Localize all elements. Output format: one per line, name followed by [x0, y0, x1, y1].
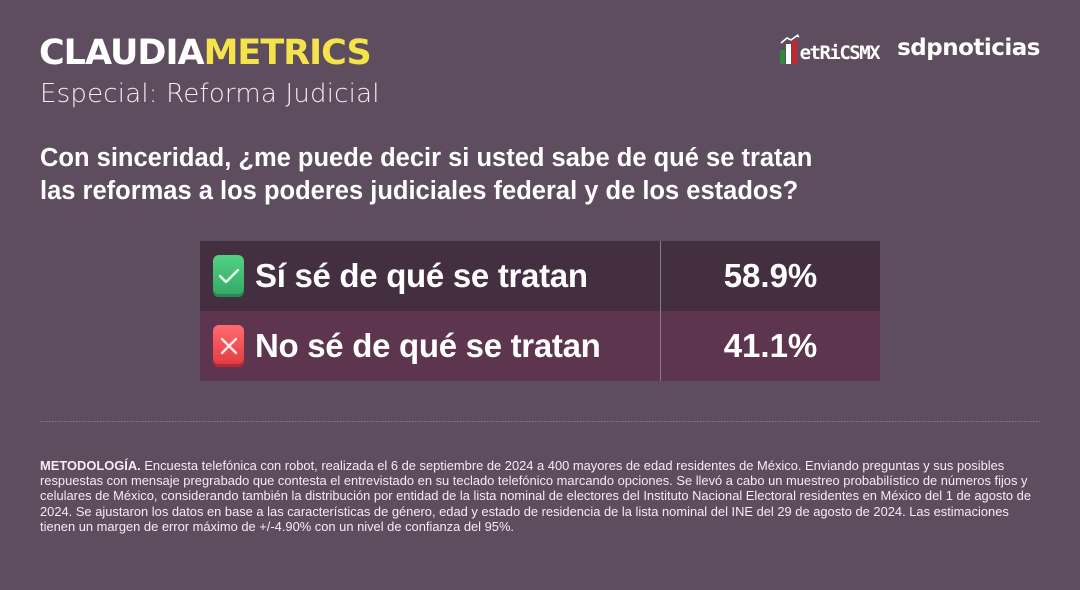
methodology-text: Encuesta telefónica con robot, realizada…: [40, 458, 1032, 534]
check-icon: [213, 255, 244, 297]
brand-claudia: CLAUDIA: [39, 33, 205, 73]
question-line-1: Con sinceridad, ¿me puede decir si usted…: [40, 144, 813, 172]
result-label-cell: No sé de qué se tratan: [200, 311, 661, 381]
methodology-title: METODOLOGÍA.: [40, 458, 141, 473]
section-divider: [40, 421, 1040, 422]
result-value: 41.1%: [723, 327, 818, 364]
result-label: No sé de qué se tratan: [255, 327, 601, 364]
flag-bars-icon: [779, 34, 800, 64]
question-line-2: las reformas a los poderes judiciales fe…: [40, 177, 799, 205]
result-row-no: No sé de qué se tratan 41.1%: [200, 311, 880, 381]
result-label: Sí sé de qué se tratan: [255, 257, 588, 294]
survey-question: Con sinceridad, ¿me puede decir si usted…: [40, 142, 1040, 208]
cross-icon: [213, 325, 244, 367]
sdpnoticias-logo: sdpnoticias: [897, 35, 1040, 61]
metricsmx-text: etRiCSMX: [799, 42, 881, 64]
result-label-cell: Sí sé de qué se tratan: [200, 241, 661, 311]
results-table: Sí sé de qué se tratan 58.9% No sé de qu…: [200, 241, 880, 381]
result-value: 58.9%: [723, 257, 818, 294]
trend-arrow-icon: [780, 34, 800, 44]
result-row-yes: Sí sé de qué se tratan 58.9%: [200, 241, 880, 311]
page-subtitle: Especial: Reforma Judicial: [40, 79, 380, 109]
brand-metrics: METRICS: [203, 33, 372, 73]
partner-logos: etRiCSMX sdpnoticias: [779, 32, 1040, 64]
methodology-note: METODOLOGÍA. Encuesta telefónica con rob…: [40, 458, 1040, 534]
metricsmx-logo: etRiCSMX: [779, 32, 881, 64]
brand-logo: CLAUDIAMETRICS: [39, 33, 372, 73]
